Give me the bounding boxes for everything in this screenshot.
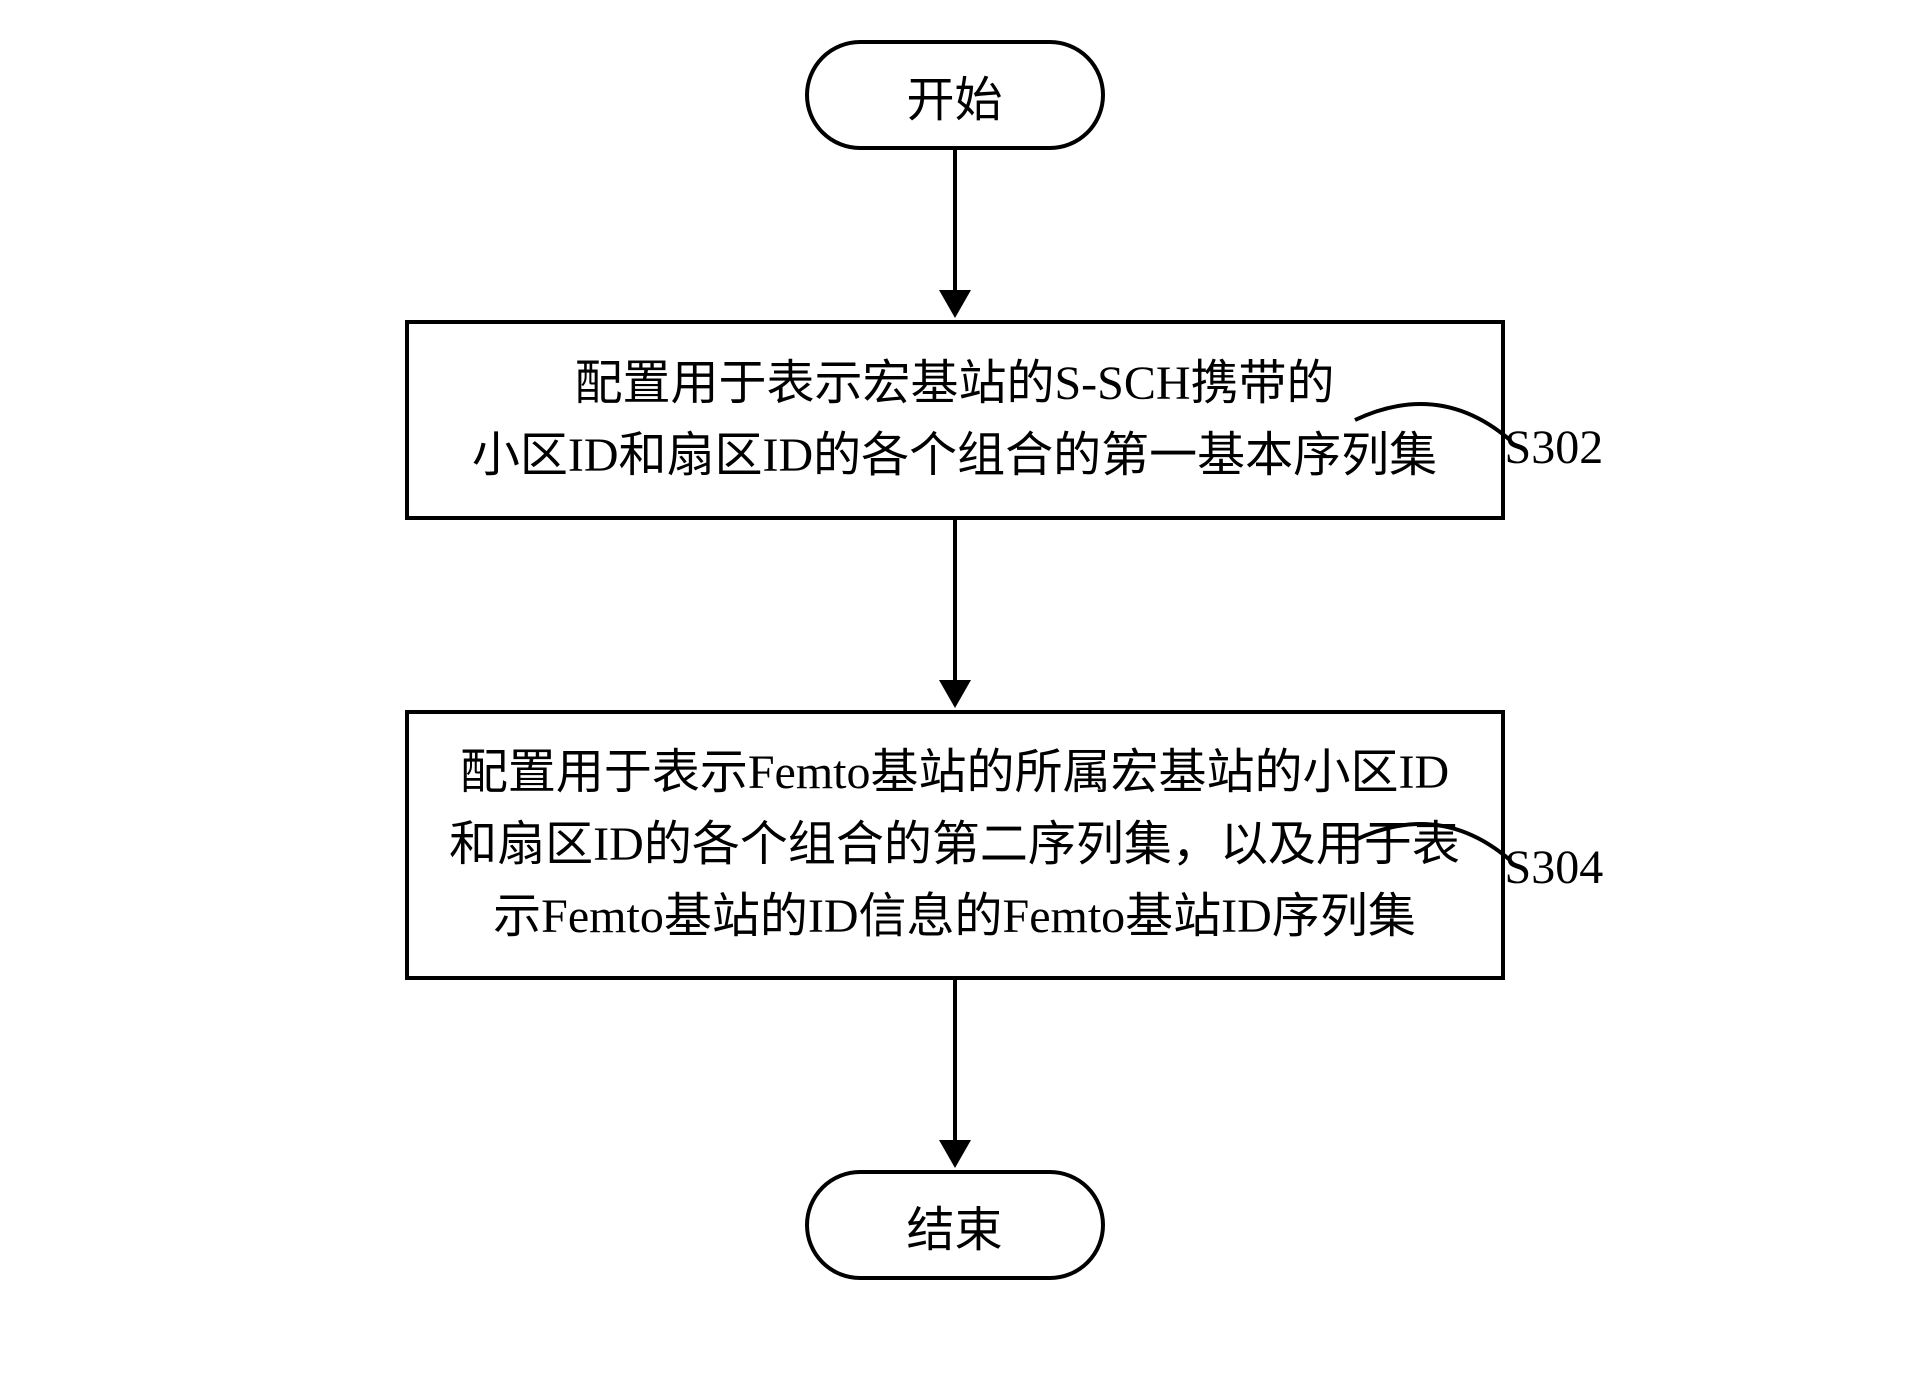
s304-line2: 和扇区ID的各个组合的第二序列集，以及用于表 (449, 809, 1460, 881)
arrow-line-3 (953, 980, 957, 1140)
s304-line3: 示Femto基站的ID信息的Femto基站ID序列集 (493, 881, 1416, 953)
s302-line1: 配置用于表示宏基站的S-SCH携带的 (574, 348, 1334, 420)
connector-s304 (1350, 790, 1530, 910)
s302-line2: 小区ID和扇区ID的各个组合的第一基本序列集 (472, 420, 1437, 492)
process-s302: 配置用于表示宏基站的S-SCH携带的 小区ID和扇区ID的各个组合的第一基本序列… (405, 320, 1505, 520)
step-label-s302: S302 (1505, 420, 1604, 475)
arrow-head-2 (939, 680, 971, 708)
end-label: 结束 (906, 1190, 1002, 1260)
arrow-line-1 (953, 150, 957, 290)
arrow-head-1 (939, 290, 971, 318)
arrow-head-3 (939, 1140, 971, 1168)
connector-s302 (1350, 370, 1530, 490)
arrow-line-2 (953, 520, 957, 680)
process-s304: 配置用于表示Femto基站的所属宏基站的小区ID 和扇区ID的各个组合的第二序列… (405, 710, 1505, 980)
start-terminal: 开始 (805, 40, 1105, 150)
s304-line1: 配置用于表示Femto基站的所属宏基站的小区ID (460, 737, 1449, 809)
end-terminal: 结束 (805, 1170, 1105, 1280)
step-label-s304: S304 (1505, 840, 1604, 895)
start-label: 开始 (906, 60, 1002, 130)
